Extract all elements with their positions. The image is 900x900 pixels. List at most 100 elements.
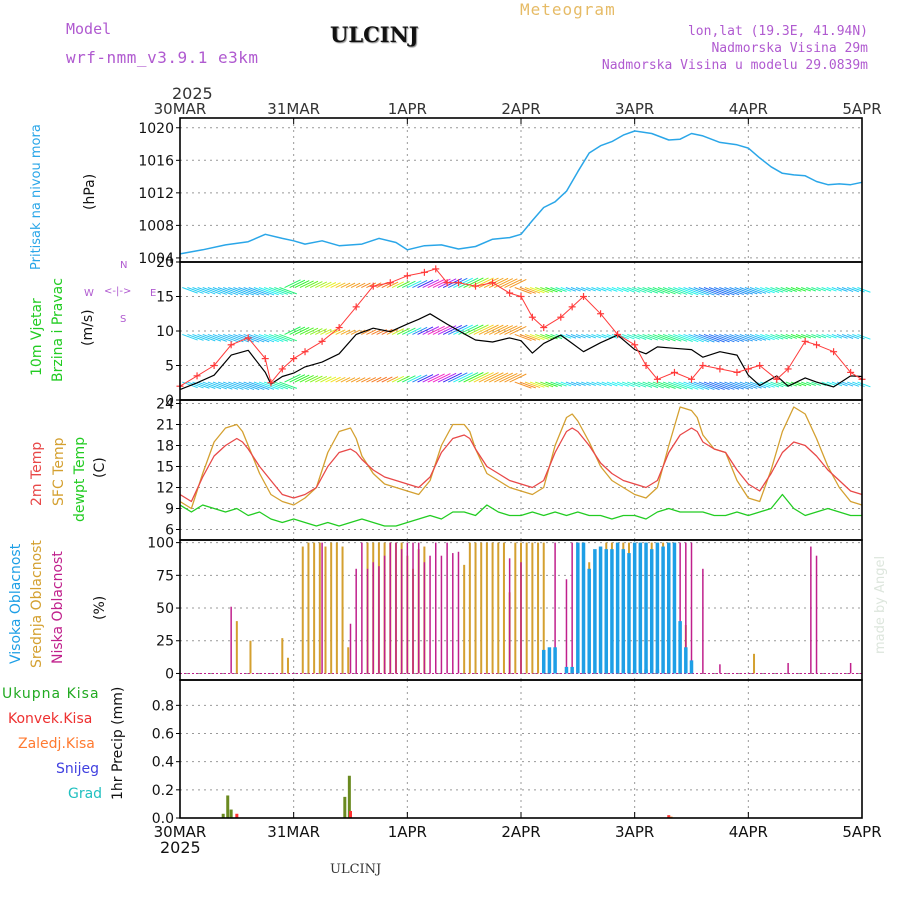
wind-arrow — [719, 287, 740, 296]
x-tick-label-top: 2APR — [501, 100, 540, 118]
wind-arrow — [841, 287, 854, 293]
wind-arrow — [714, 333, 735, 343]
wind-arrow — [857, 287, 871, 293]
y-tick-label: 15 — [156, 290, 174, 306]
panel-frame — [179, 679, 863, 819]
y-tick-label: 25 — [156, 634, 174, 650]
wind-arrow — [402, 375, 416, 383]
wind-arrow — [361, 329, 371, 335]
wind-arrow — [386, 281, 399, 288]
cloud-low-bar — [355, 568, 357, 674]
wind-arrow — [269, 333, 289, 342]
year-bottom-label: 2025 — [160, 838, 201, 857]
wind-arrow — [806, 287, 816, 292]
cloud-low-bar — [361, 542, 363, 674]
x-tick-label-bottom: 1APR — [388, 823, 427, 841]
wind-arrow — [693, 287, 715, 296]
wind-arrow — [811, 381, 821, 386]
wind-arrow — [202, 287, 222, 295]
wind-arrow — [340, 329, 351, 335]
cloud-low-bar — [554, 542, 556, 674]
wind-arrow — [790, 381, 802, 387]
y-tick-label: 0.4 — [152, 755, 174, 771]
wind-arrow — [601, 381, 612, 387]
wind-arrow — [581, 381, 591, 386]
wind-arrow — [601, 287, 612, 292]
cloud-low-bar — [440, 555, 443, 674]
wind-arrow — [816, 287, 827, 292]
wind-arrow — [427, 325, 445, 335]
cloud-mid-bar — [502, 542, 505, 674]
cloud-mid-bar — [497, 542, 500, 674]
wind-arrow — [402, 280, 416, 288]
cloud-low-bar — [395, 542, 397, 674]
cloud-low-label: Niska Oblacnost — [50, 551, 66, 664]
cloud-low-bar — [366, 568, 369, 674]
wind-arrow — [514, 333, 532, 342]
wind-arrow — [545, 381, 558, 387]
cloud-high-bar — [672, 542, 677, 674]
cloud-mid-bar — [347, 647, 350, 674]
wind-arrow — [524, 287, 541, 294]
wind-arrow — [734, 333, 753, 342]
y-tick-label: 50 — [156, 601, 174, 617]
wind-arrow — [754, 287, 771, 294]
wind-arrow — [642, 381, 659, 389]
wind-arrow — [683, 333, 704, 343]
wind-arrow — [775, 333, 788, 340]
y-tick-label: 1016 — [138, 153, 174, 169]
wind-arrow — [345, 377, 356, 383]
wind-arrow — [366, 329, 377, 335]
y-tick-label: 24 — [156, 397, 174, 413]
cloud-low-bar — [446, 542, 448, 674]
wind-arrow — [294, 327, 310, 335]
wind-arrow — [847, 381, 860, 387]
cloud-mid-bar — [525, 542, 528, 674]
wind-arrow — [223, 333, 244, 343]
wind-arrow — [673, 381, 693, 390]
wind-arrow — [591, 287, 602, 292]
wind-arrow — [714, 381, 735, 390]
wind-arrow — [217, 333, 239, 343]
compass-arrows-icon: <-|-> — [104, 286, 132, 297]
wind-arrow — [765, 333, 780, 340]
wind-arrow — [212, 381, 233, 390]
cloud-high-bar — [638, 542, 643, 674]
wind-arrow — [586, 333, 596, 339]
y-tick-label: 0.6 — [152, 727, 174, 743]
wind-arrow — [816, 333, 827, 339]
wind-arrow — [611, 381, 624, 387]
wind-arrow — [545, 287, 558, 293]
wind-arrow — [535, 333, 549, 340]
watermark: made by Angel — [873, 555, 888, 654]
wind-arrow — [754, 333, 771, 341]
wind-arrow — [340, 377, 351, 383]
wind-arrow — [182, 333, 198, 341]
wind-arrow — [714, 287, 735, 296]
wind-arrow — [535, 381, 549, 388]
x-tick-label-bottom: 2APR — [501, 823, 540, 841]
wind-arrow — [243, 381, 265, 391]
temp2m-line — [179, 427, 863, 503]
panel-frame — [179, 399, 863, 541]
wind-arrow — [524, 381, 541, 389]
wind-arrow — [417, 279, 434, 288]
wind-arrow — [806, 381, 816, 386]
wind-arrow — [514, 287, 532, 295]
cloud-high-bar — [632, 542, 637, 674]
cloud-low-bar — [719, 664, 721, 674]
y-tick-label: 12 — [156, 481, 174, 497]
wind-arrow — [412, 279, 428, 288]
wind-arrow — [366, 377, 377, 383]
wind-arrow — [207, 333, 227, 342]
wind-arrow — [775, 381, 788, 387]
wind-arrow — [391, 328, 405, 335]
y-tick-label: 10 — [156, 324, 174, 340]
cloud-low-bar — [565, 579, 568, 674]
y-tick-label: 20 — [156, 255, 174, 271]
wind-arrow — [821, 287, 832, 292]
wind-arrow — [381, 376, 393, 383]
wind-arrow — [212, 333, 233, 343]
cloud-high-bar — [564, 666, 569, 674]
wind-arrow — [263, 333, 284, 342]
